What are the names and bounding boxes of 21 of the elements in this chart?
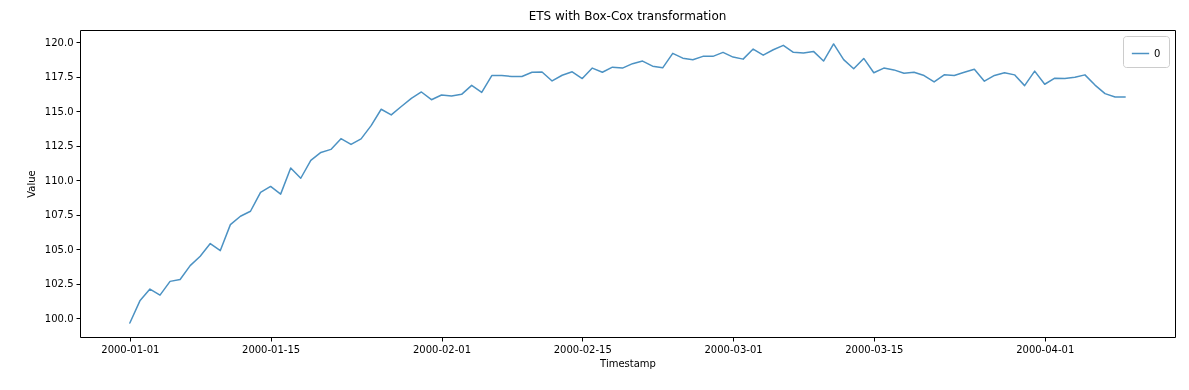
x-tick-label: 2000-02-15 xyxy=(553,343,612,355)
y-tick-label: 115.0 xyxy=(44,105,74,117)
y-tick-label: 100.0 xyxy=(44,312,74,324)
y-tick-label: 117.5 xyxy=(44,71,74,83)
x-tick-label: 2000-01-15 xyxy=(242,343,301,355)
line-series xyxy=(129,43,1126,324)
chart-title: ETS with Box-Cox transformation xyxy=(528,9,727,23)
x-tick-label: 2000-01-01 xyxy=(101,343,160,355)
legend-label: 0 xyxy=(1154,47,1161,59)
x-tick-label: 2000-03-01 xyxy=(704,343,763,355)
y-tick-label: 102.5 xyxy=(44,278,74,290)
y-tick-label: 110.0 xyxy=(44,174,74,186)
x-tick-label: 2000-04-01 xyxy=(1016,343,1075,355)
y-tick-label: 107.5 xyxy=(44,209,74,221)
y-tick-label: 112.5 xyxy=(44,140,74,152)
x-axis-title: Timestamp xyxy=(599,357,656,369)
x-tick-label: 2000-02-01 xyxy=(412,343,472,355)
y-tick-label: 120.0 xyxy=(44,36,74,48)
y-tick-label: 105.0 xyxy=(44,243,74,255)
y-axis-title: Value xyxy=(25,170,37,198)
x-tick-label: 2000-03-15 xyxy=(845,343,904,355)
